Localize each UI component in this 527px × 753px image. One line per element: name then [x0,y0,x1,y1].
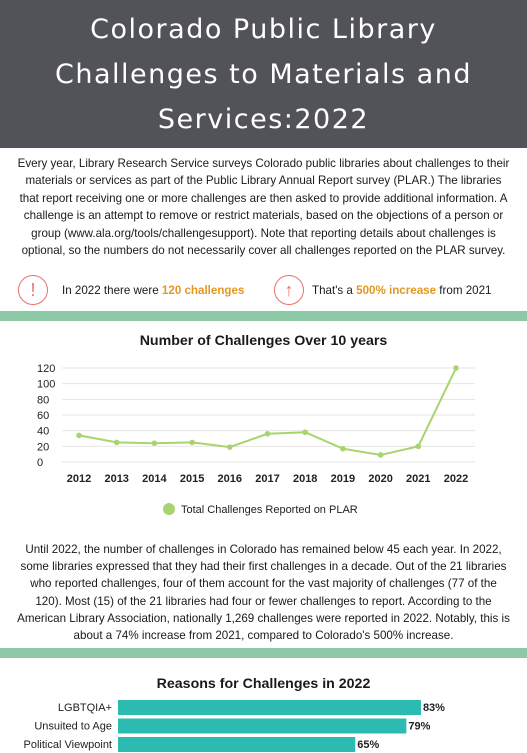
x-tick-label: 2013 [104,473,128,485]
page-title: Colorado Public Library Challenges to Ma… [24,7,504,142]
bar [118,700,421,715]
data-point [76,432,82,439]
count-value: 120 challenges [161,283,245,297]
legend-label: Total Challenges Reported on PLAR [181,504,358,516]
y-tick-label: 100 [37,379,55,391]
bar-value-label: 65% [357,739,379,751]
intro-paragraph: Every year, Library Research Service sur… [17,157,510,258]
x-tick-label: 2015 [180,473,204,485]
arrow-up-circle-icon: ↑ [274,275,304,305]
bar-category-label: LGBTQIA+ [58,702,112,714]
title-line-3: Services:2022 [157,103,370,135]
bar-value-label: 83% [423,702,445,714]
bar-chart-title: Reasons for Challenges in 2022 [156,676,371,692]
y-tick-label: 20 [37,441,49,453]
x-tick-label: 2014 [142,473,167,485]
increase-value: 500% increase [356,283,437,297]
increase-suffix: from 2021 [439,283,492,297]
count-prefix: In 2022 there were [62,283,159,297]
data-point [264,431,271,437]
x-tick-label: 2020 [368,473,392,485]
y-tick-label: 40 [37,426,49,438]
section-divider-1 [0,311,527,321]
x-tick-label: 2017 [255,473,279,485]
x-tick-label: 2019 [331,473,355,485]
line-chart-title: Number of Challenges Over 10 years [139,333,388,349]
analysis-paragraph: Until 2022, the number of challenges in … [17,543,510,643]
challenge-count-stat: ! In 2022 there were 120 challenges [18,275,244,305]
data-point [227,444,233,450]
title-line-2: Challenges to Materials and [55,58,472,90]
x-tick-label: 2021 [406,473,430,485]
data-point [189,439,195,446]
y-tick-label: 120 [37,363,55,375]
bar [118,737,356,752]
data-point [302,429,309,436]
increase-stat: ↑ That's a 500% increase from 2021 [274,275,492,305]
increase-prefix: That's a [312,283,353,297]
y-tick-label: 80 [37,394,49,406]
bar-category-label: Political Viewpoint [24,739,112,751]
bar-value-label: 79% [408,721,430,733]
data-point [151,440,158,447]
data-point [113,439,120,446]
x-tick-label: 2012 [67,473,91,485]
x-tick-label: 2016 [218,473,242,485]
section-divider-2 [0,648,527,658]
data-point [453,365,459,371]
y-tick-label: 60 [37,410,49,422]
title-line-1: Colorado Public Library [90,13,437,45]
bar [118,718,407,734]
data-point [340,445,346,452]
data-point [415,443,422,450]
x-tick-label: 2018 [293,473,317,485]
bar-category-label: Unsuited to Age [34,721,112,733]
x-tick-label: 2022 [444,473,468,485]
legend-marker [163,503,175,515]
header-banner: Colorado Public Library Challenges to Ma… [0,0,527,148]
exclamation-circle-icon: ! [18,275,48,305]
y-tick-label: 0 [37,457,43,469]
data-point [377,452,384,458]
